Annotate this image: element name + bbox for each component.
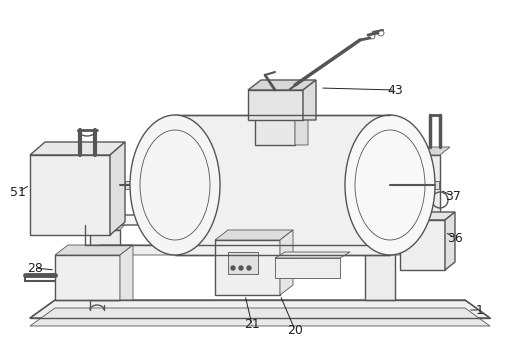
Circle shape <box>246 266 250 270</box>
Bar <box>247 90 302 120</box>
Polygon shape <box>30 308 489 326</box>
Polygon shape <box>120 245 133 300</box>
Polygon shape <box>90 224 125 230</box>
Bar <box>254 115 294 145</box>
Polygon shape <box>247 80 316 90</box>
Polygon shape <box>274 252 349 258</box>
Circle shape <box>239 266 242 270</box>
Ellipse shape <box>344 115 434 255</box>
Bar <box>125 181 145 189</box>
Bar <box>274 258 340 278</box>
Text: 43: 43 <box>386 84 402 97</box>
Bar <box>364 220 394 300</box>
Polygon shape <box>414 147 449 155</box>
Polygon shape <box>30 300 489 318</box>
Bar <box>424 181 438 189</box>
Polygon shape <box>55 245 133 255</box>
Ellipse shape <box>130 115 219 255</box>
Polygon shape <box>215 230 293 240</box>
Text: 20: 20 <box>287 324 302 337</box>
Bar <box>414 155 439 235</box>
Polygon shape <box>364 214 399 220</box>
Polygon shape <box>85 215 414 225</box>
Bar <box>55 255 120 300</box>
Bar <box>30 155 110 235</box>
Polygon shape <box>30 142 125 155</box>
Text: 21: 21 <box>244 318 260 331</box>
Polygon shape <box>110 142 125 235</box>
Polygon shape <box>444 212 454 270</box>
Bar <box>399 220 444 270</box>
Text: 1: 1 <box>475 304 483 317</box>
Text: 28: 28 <box>27 261 43 274</box>
Polygon shape <box>175 115 389 255</box>
Circle shape <box>231 266 235 270</box>
Text: 51: 51 <box>10 185 26 199</box>
Bar <box>215 240 279 295</box>
Text: 36: 36 <box>446 232 462 245</box>
Bar <box>228 252 258 274</box>
Text: 37: 37 <box>444 190 460 203</box>
Bar <box>90 230 120 300</box>
Polygon shape <box>254 105 307 115</box>
Polygon shape <box>302 80 316 120</box>
Polygon shape <box>399 212 454 220</box>
Polygon shape <box>85 245 414 255</box>
Polygon shape <box>294 105 307 145</box>
Polygon shape <box>279 230 293 295</box>
